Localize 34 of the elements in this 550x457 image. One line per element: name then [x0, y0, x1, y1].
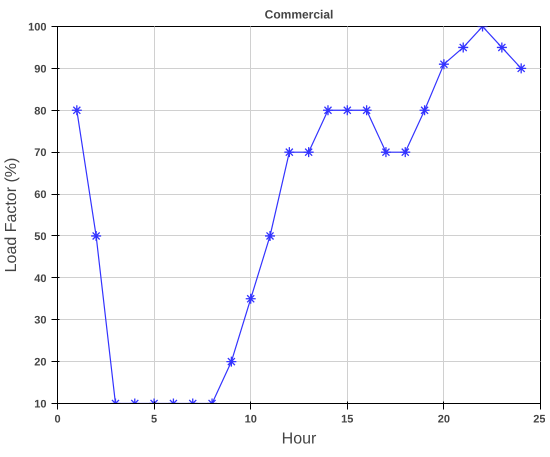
- point: [360, 104, 372, 116]
- y-tick-label: 80: [34, 105, 47, 118]
- point: [418, 104, 430, 116]
- point: [90, 230, 102, 242]
- y-tick-label: 60: [34, 189, 47, 202]
- x-tick-label: 25: [533, 414, 546, 426]
- y-tick-label: 70: [34, 147, 47, 160]
- point: [303, 146, 314, 158]
- x-tick-label: 20: [438, 414, 450, 426]
- x-axis-title: Hour: [282, 430, 318, 448]
- y-tick-label: 100: [28, 22, 47, 34]
- y-tick-label: 20: [34, 356, 47, 369]
- y-tick-label: 10: [34, 398, 47, 410]
- chart-title: Commercial: [264, 8, 334, 22]
- point: [458, 42, 469, 54]
- point: [400, 146, 411, 158]
- y-tick-label: 40: [34, 272, 47, 285]
- point: [264, 230, 276, 242]
- point: [71, 104, 82, 116]
- x-tick-label: 5: [151, 414, 158, 426]
- x-tick-label: 10: [244, 414, 257, 426]
- x-tick-label: 15: [341, 414, 354, 426]
- x-tick-label: 0: [54, 414, 61, 426]
- point: [342, 104, 353, 116]
- point: [322, 104, 334, 116]
- y-tick-label: 30: [34, 314, 47, 327]
- point: [516, 62, 527, 74]
- y-tick-label: 90: [34, 63, 47, 76]
- y-tick-label: 50: [34, 230, 47, 243]
- y-axis-title: Load Factor (%): [3, 158, 20, 272]
- point: [438, 58, 450, 70]
- point: [496, 42, 508, 54]
- point: [380, 146, 392, 158]
- point: [284, 146, 295, 158]
